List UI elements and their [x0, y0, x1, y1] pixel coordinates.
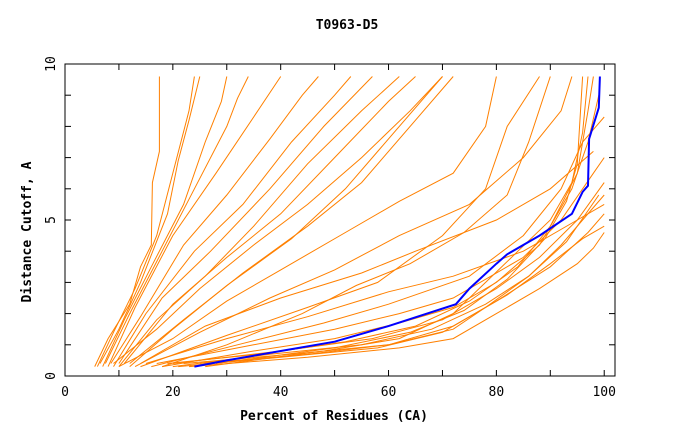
model-line-20 — [167, 76, 594, 364]
y-axis-label: Distance Cutoff, A — [20, 161, 35, 302]
plot-frame — [64, 63, 616, 377]
y-tick-label: 10 — [44, 56, 59, 72]
model-line-1 — [96, 76, 195, 367]
model-line-28 — [215, 76, 584, 364]
model-line-8 — [118, 76, 373, 364]
model-line-7 — [113, 76, 352, 367]
model-line-21 — [172, 194, 600, 368]
model-line-6 — [110, 76, 319, 364]
model-line-19 — [162, 95, 600, 368]
model-line-9 — [118, 76, 400, 367]
model-line-13 — [134, 76, 573, 368]
x-tick-label: 40 — [273, 385, 289, 400]
model-line-17 — [151, 116, 605, 368]
model-line-2 — [99, 76, 201, 364]
chart-title: T0963-D5 — [316, 18, 379, 33]
series-lines — [94, 76, 605, 368]
model-line-15 — [140, 76, 540, 368]
model-line-18 — [156, 157, 605, 364]
axis-ticks: 0 20 40 60 80 100 0 5 10 — [44, 56, 616, 400]
y-tick-label: 5 — [44, 216, 59, 224]
model-line-12 — [129, 76, 454, 364]
model-line-3 — [102, 76, 228, 367]
model-line-10 — [123, 76, 416, 364]
model-line-11 — [129, 76, 443, 367]
x-tick-label: 100 — [592, 385, 615, 400]
model-line-0 — [94, 76, 160, 367]
model-line-31 — [113, 76, 443, 364]
model-line-30 — [118, 76, 497, 368]
x-axis-label: Percent of Residues (CA) — [240, 409, 428, 424]
model-line-4 — [104, 76, 249, 364]
model-line-5 — [107, 76, 282, 367]
x-tick-label: 0 — [61, 385, 69, 400]
model-line-29 — [161, 76, 551, 368]
x-tick-label: 80 — [489, 385, 505, 400]
highlight-line — [194, 76, 601, 368]
model-line-16 — [145, 203, 605, 364]
y-tick-label: 0 — [44, 372, 59, 380]
model-line-26 — [199, 194, 605, 364]
model-line-14 — [140, 151, 594, 364]
x-tick-label: 60 — [381, 385, 397, 400]
x-tick-label: 20 — [165, 385, 181, 400]
model-line-25 — [188, 232, 605, 368]
